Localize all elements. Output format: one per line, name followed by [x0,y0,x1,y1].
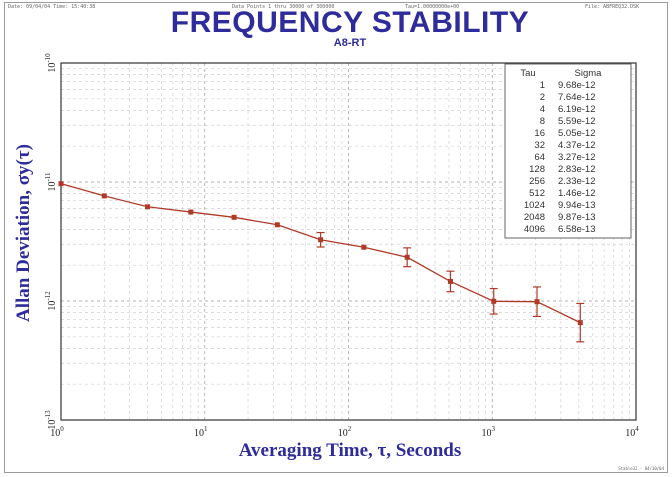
sigma-table-sigma-cell: 4.37e-12 [558,140,596,151]
sigma-table-tau-cell: 2048 [524,212,545,223]
plot-frame [4,2,668,473]
x-axis-label: Averaging Time, τ, Seconds [238,440,462,461]
header-data-points: Data Points 1 thru 30000 of 300000 [232,4,335,10]
sigma-table-tau-cell: 32 [534,140,545,151]
x-tick-label: 100 [50,425,64,439]
sigma-table-tau-cell: 128 [529,164,545,175]
data-point [491,298,497,304]
plot-area-border [60,62,637,421]
header-file: File: ABFREQ32.DSK [585,4,640,10]
x-tick-label: 102 [338,425,352,439]
sigma-table-sigma-cell: 9.68e-12 [558,80,596,91]
sigma-table-sigma-cell: 2.83e-12 [558,164,596,175]
data-point [534,299,540,305]
sigma-table-sigma-cell: 2.33e-12 [558,176,596,187]
sigma-table-sigma-cell: 6.19e-12 [558,104,596,115]
data-point [188,209,194,215]
sigma-table-sigma-cell: 5.59e-12 [558,116,596,127]
data-point [274,222,280,228]
x-tick-label: 101 [194,425,208,439]
sigma-table-sigma-cell: 9.94e-13 [558,200,596,211]
sigma-table-tau-cell: 4 [540,104,545,115]
sigma-table-tau-cell: 1024 [524,200,545,211]
sigma-table-sigma-cell: 5.05e-12 [558,128,596,139]
sigma-table-header-sigma: Sigma [575,68,603,79]
footer-stamp: Stable32 - 04/10/04 [618,466,664,471]
sigma-table-tau-cell: 2 [540,92,545,103]
sigma-table-tau-cell: 8 [540,116,545,127]
sigma-table-tau-cell: 64 [534,152,545,163]
data-point [318,237,324,243]
data-point [58,181,64,187]
sigma-table-sigma-cell: 3.27e-12 [558,152,596,163]
sigma-table-tau-cell: 4096 [524,224,545,235]
sigma-table-tau-cell: 512 [529,188,545,199]
data-point [404,254,410,260]
chart-subtitle: A8-RT [333,37,367,49]
y-tick-label: 10-10 [44,53,58,73]
sigma-table-sigma-cell: 1.46e-12 [558,188,596,199]
data-point [145,204,151,210]
y-tick-label: 10-11 [44,172,58,192]
y-tick-label: 10-12 [44,291,58,311]
sigma-table [504,63,632,239]
data-point [101,193,107,199]
x-tick-label: 104 [625,425,639,439]
data-point [577,320,583,326]
data-point [361,244,367,250]
series-line [60,183,581,324]
sigma-table-sigma-cell: 7.64e-12 [558,92,596,103]
sigma-table-header-tau: Tau [520,68,535,79]
y-tick-label: 10-13 [44,410,58,430]
data-point [231,214,237,220]
data-point [447,278,453,284]
sigma-table-tau-cell: 256 [529,176,545,187]
sigma-table-tau-cell: 16 [534,128,545,139]
x-tick-label: 103 [482,425,496,439]
header-date-time: Date: 09/04/04 Time: 15:40:38 [8,4,96,10]
header-tau: Tau=1.00000000e+00 [405,4,460,10]
sigma-table-sigma-cell: 9.87e-13 [558,212,596,223]
sigma-table-sigma-cell: 6.58e-13 [558,224,596,235]
chart-title: FREQUENCY STABILITY [170,6,530,39]
sigma-table-tau-cell: 1 [540,80,545,91]
